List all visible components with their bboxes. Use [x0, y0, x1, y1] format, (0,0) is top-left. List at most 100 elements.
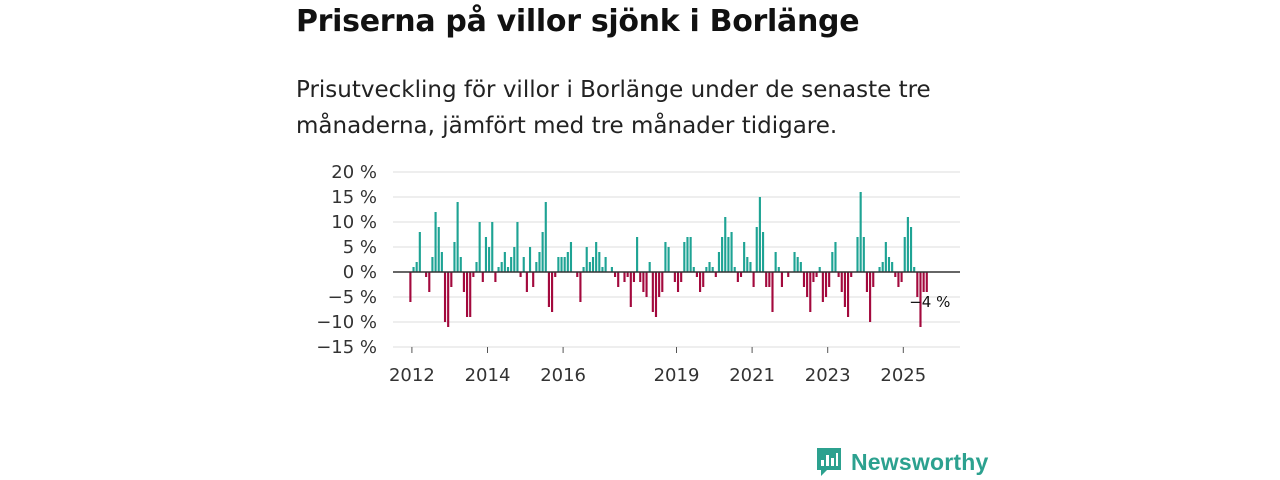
x-tick-label: 2025: [880, 365, 926, 386]
bar: [425, 272, 428, 277]
y-tick-label: 20 %: [331, 162, 377, 183]
bar: [680, 272, 683, 282]
bar: [547, 272, 550, 307]
x-tick-label: 2019: [654, 365, 700, 386]
bar: [513, 247, 516, 272]
bar: [434, 212, 437, 272]
bar: [522, 257, 525, 272]
bar: [431, 257, 434, 272]
last-value-label: −4 %: [909, 293, 950, 311]
bar: [528, 247, 532, 272]
bar: [809, 272, 812, 312]
bar: [777, 267, 780, 272]
bar: [595, 242, 598, 272]
bar: [916, 272, 919, 297]
brand-name: Newsworthy: [851, 448, 989, 475]
bar: [557, 257, 560, 272]
bar: [535, 262, 538, 272]
bar: [664, 242, 667, 272]
bar: [768, 272, 771, 287]
bar: [900, 272, 903, 282]
bar: [894, 272, 897, 277]
bar: [462, 272, 465, 292]
y-tick-label: −10 %: [316, 312, 377, 333]
bar: [428, 272, 431, 292]
bar: [623, 272, 626, 282]
bar: [774, 252, 777, 272]
bar: [658, 272, 661, 297]
bar: [459, 257, 462, 272]
bar: [525, 272, 528, 292]
bar: [551, 272, 554, 312]
bar: [831, 252, 834, 272]
bar: [683, 242, 686, 272]
bar: [881, 262, 884, 272]
bar: [925, 272, 928, 292]
bar: [878, 267, 881, 272]
bar: [642, 272, 645, 292]
bar: [472, 272, 475, 277]
bar: [919, 272, 922, 327]
bar: [897, 272, 900, 287]
bar: [843, 272, 846, 307]
bar: [727, 237, 730, 272]
bar: [576, 272, 579, 277]
bar: [793, 252, 796, 272]
bar: [418, 232, 421, 272]
bar: [802, 272, 806, 287]
bar: [491, 222, 494, 272]
bar: [560, 257, 563, 272]
bar: [686, 237, 689, 272]
bar: [651, 272, 654, 312]
bar: [601, 267, 604, 272]
bar: [585, 247, 588, 272]
bar: [588, 262, 591, 272]
bar: [538, 252, 541, 272]
bar: [846, 272, 850, 317]
bar: [582, 267, 585, 272]
bar: [771, 272, 774, 312]
bar: [812, 272, 815, 282]
bar: [761, 232, 765, 272]
bar: [752, 272, 755, 287]
y-tick-label: 15 %: [331, 187, 377, 208]
bar: [475, 262, 478, 272]
bar: [453, 242, 456, 272]
bar: [613, 272, 617, 277]
bar: [903, 237, 906, 272]
bar: [815, 272, 818, 277]
bar: [922, 272, 925, 292]
bar: [906, 217, 909, 272]
x-tick-label: 2023: [805, 365, 851, 386]
bar: [443, 272, 447, 322]
bar: [481, 272, 484, 282]
bar: [569, 242, 573, 272]
bar: [837, 272, 840, 277]
bar: [488, 247, 491, 272]
bar: [708, 262, 711, 272]
bar: [544, 202, 547, 272]
bar: [799, 262, 802, 272]
bar: [629, 272, 632, 307]
bar: [787, 272, 790, 277]
bar: [676, 272, 680, 292]
bar: [913, 267, 916, 272]
x-tick-label: 2012: [389, 365, 435, 386]
bar: [447, 272, 450, 327]
newsworthy-logo: Newsworthy: [815, 446, 988, 478]
bar: [755, 227, 758, 272]
bar: [579, 272, 582, 302]
y-tick-label: 0 %: [343, 262, 377, 283]
bar: [440, 252, 443, 272]
bar: [645, 272, 648, 297]
bar: [736, 272, 739, 282]
bar: [456, 202, 459, 272]
bar: [856, 237, 859, 272]
bar: [667, 247, 670, 272]
y-tick-label: 5 %: [343, 237, 377, 258]
bar: [689, 237, 692, 272]
bar: [541, 232, 544, 272]
bar: [654, 272, 658, 317]
bar: [884, 242, 887, 272]
